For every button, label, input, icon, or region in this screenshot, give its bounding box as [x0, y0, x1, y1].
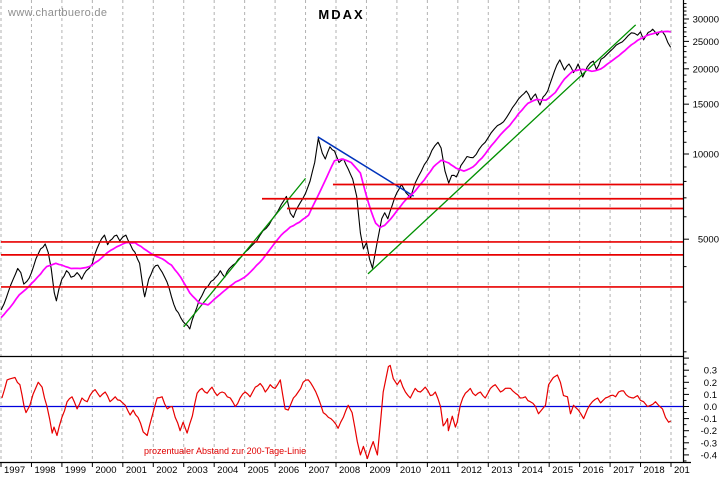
- year-gridlines: [0, 0, 672, 462]
- ma-200-line: [0, 30, 671, 319]
- x-axis-label: 2013: [491, 465, 512, 476]
- chart-title: MDAX: [318, 7, 365, 22]
- indicator-axis-label: 0.1: [704, 390, 717, 401]
- indicator-line: [1, 364, 671, 460]
- x-axis-label: 201: [674, 465, 690, 476]
- x-axis-label: 1997: [4, 465, 25, 476]
- x-axis-label: 2004: [217, 465, 238, 476]
- indicator-axis-label: -0.4: [701, 450, 717, 461]
- x-axis-label: 2014: [522, 465, 543, 476]
- indicator-axis-label: -0.1: [701, 414, 717, 425]
- lower-panel-annotation: prozentualer Abstand zur 200-Tage-Linie: [144, 446, 307, 456]
- y-axis-label: 25000: [693, 37, 719, 48]
- x-axis-label: 2009: [369, 465, 390, 476]
- trend-line: [183, 177, 307, 328]
- y-axis-label: 5000: [698, 235, 719, 246]
- x-axis-label: 2016: [583, 465, 604, 476]
- x-axis-label: 2000: [95, 465, 116, 476]
- x-axis-label: 2010: [400, 465, 421, 476]
- x-axis-label: 2002: [156, 465, 177, 476]
- trend-line: [367, 24, 637, 275]
- y-axis-label: 10000: [693, 150, 719, 161]
- main-price-panel: [0, 24, 683, 330]
- y-axis-label: 30000: [693, 14, 719, 25]
- indicator-axis-label: 0.0: [704, 402, 717, 413]
- y-axis-label: 15000: [693, 100, 719, 111]
- trend-line: [317, 136, 415, 197]
- indicator-axis-label: -0.3: [701, 438, 717, 449]
- x-axis-label: 1998: [34, 465, 55, 476]
- x-axis-label: 2007: [309, 465, 330, 476]
- x-axis-label: 2011: [430, 465, 450, 476]
- y-axis-label: 20000: [693, 64, 719, 75]
- x-axis-label: 2012: [461, 465, 482, 476]
- x-axis-label: 2018: [644, 465, 665, 476]
- x-axis-label: 2017: [613, 465, 634, 476]
- x-axis-label: 2015: [552, 465, 573, 476]
- indicator-axis-label: 0.2: [704, 378, 717, 389]
- watermark-chartbuero: www.chartbuero.de: [8, 7, 108, 19]
- indicator-axis-label: 0.3: [704, 366, 717, 377]
- x-axis-label: 2005: [248, 465, 269, 476]
- x-axis-label: 2001: [126, 465, 147, 476]
- x-axis-label: 2006: [278, 465, 299, 476]
- x-axis-label: 1999: [65, 465, 86, 476]
- indicator-axis-label: -0.2: [701, 426, 717, 437]
- x-axis-label: 2008: [339, 465, 360, 476]
- x-axis-label: 2003: [187, 465, 208, 476]
- indicator-panel: [0, 364, 683, 460]
